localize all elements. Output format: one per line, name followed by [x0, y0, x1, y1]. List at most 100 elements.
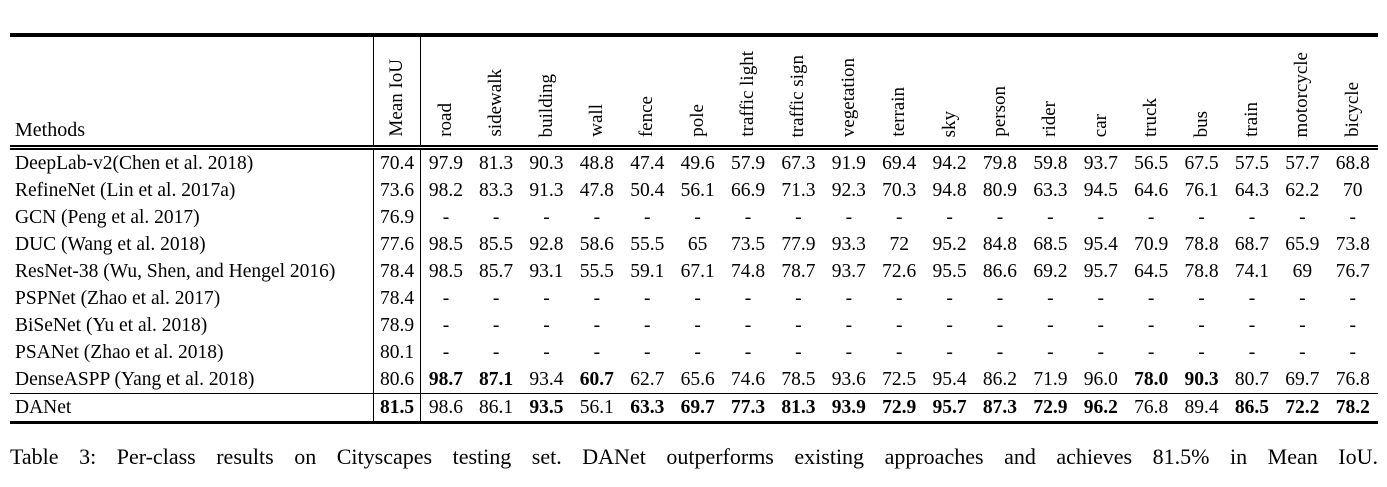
cell-value-wall: - — [593, 207, 601, 228]
cell-value-sky: 95.5 — [932, 261, 967, 282]
column-header-train: train — [1226, 35, 1278, 150]
cell-value-fence: 55.5 — [630, 234, 665, 255]
cell-value-wall: - — [593, 342, 601, 363]
column-header-label: terrain — [888, 87, 910, 137]
cell-value-wall: 56.1 — [571, 393, 623, 423]
method-name: PSANet (Zhao et al. 2018) — [15, 342, 224, 363]
cell-value-vegetation: 92.3 — [831, 180, 866, 201]
cell-value-sidewalk: 83.3 — [479, 180, 514, 201]
column-header-terrain: terrain — [874, 35, 925, 150]
cell-value-bus: 90.3 — [1184, 369, 1219, 390]
cell-value-wall: 48.8 — [579, 153, 614, 174]
cell-value-bicycle: - — [1349, 342, 1357, 363]
cell-value-truck: - — [1147, 288, 1155, 309]
cell-value-motorcycle: 62.2 — [1285, 180, 1320, 201]
cell-value-road: - — [442, 342, 450, 363]
cell-value-bus: - — [1198, 288, 1205, 309]
cell-value-motorcycle: 69.7 — [1285, 369, 1320, 390]
cell-value-vegetation: 93.6 — [831, 369, 866, 390]
cell-value-bicycle: - — [1349, 207, 1357, 228]
cell-value-road: 98.6 — [420, 393, 471, 423]
cell-value-bicycle: - — [1349, 288, 1357, 309]
cell-value-person: 86.2 — [982, 369, 1018, 390]
cell-value-traffic-light: 66.9 — [730, 180, 766, 201]
cell-value-sidewalk: 85.5 — [479, 234, 514, 255]
cell-value-rider: - — [1047, 315, 1054, 336]
cell-value-pole: 69.7 — [672, 393, 723, 423]
cell-value-fence: 62.7 — [630, 369, 665, 390]
cell-value-train: - — [1248, 315, 1256, 336]
cell-value-terrain: - — [895, 315, 903, 336]
cell-value-bus: 67.5 — [1184, 153, 1219, 174]
table-row: BiSeNet (Yu et al. 2018) 78.9- - - - - - - - - - - -… — [10, 312, 1378, 339]
cell-value-traffic-sign: 78.7 — [781, 261, 816, 282]
cell-value-car: 96.0 — [1083, 369, 1118, 390]
cell-value-wall: 58.6 — [579, 234, 614, 255]
column-header-label: sidewalk — [485, 69, 507, 137]
column-header-label: motorcycle — [1291, 51, 1313, 137]
cell-value-train: - — [1248, 288, 1256, 309]
cell-value-truck: 56.5 — [1134, 153, 1169, 174]
column-header-traffic-sign: traffic sign — [773, 35, 824, 150]
cell-value-bus: 89.4 — [1176, 393, 1227, 423]
cell-value-bicycle: 73.8 — [1335, 234, 1370, 255]
cell-value-bus: - — [1198, 207, 1205, 228]
cell-value-bus: 78.8 — [1184, 261, 1219, 282]
cell-value-train: - — [1248, 342, 1256, 363]
cell-value-pole: 67.1 — [680, 261, 715, 282]
cell-value-rider: 59.8 — [1033, 153, 1068, 174]
table-row: ResNet-38 (Wu, Shen, and Hengel 2016) 78.… — [10, 258, 1378, 285]
column-header-label: road — [434, 103, 456, 137]
column-header-label: car — [1089, 113, 1111, 137]
column-header-label: vegetation — [837, 57, 859, 137]
cell-value-sky: 94.2 — [932, 153, 967, 174]
table-row: DUC (Wang et al. 2018) 77.6 98.5 85.5 92.8 58… — [10, 231, 1378, 258]
cell-value-traffic-sign: - — [795, 315, 802, 336]
cell-value-car: - — [1097, 315, 1105, 336]
cell-value-rider: 72.9 — [1025, 393, 1076, 423]
cell-value-train: 86.5 — [1226, 393, 1278, 423]
cell-value-fence: 63.3 — [622, 393, 673, 423]
cell-value-truck: 64.6 — [1134, 180, 1169, 201]
cell-value-fence: 47.4 — [630, 153, 665, 174]
cell-value-sky: - — [946, 342, 953, 363]
cell-value-wall: 55.5 — [579, 261, 614, 282]
cell-value-car: 94.5 — [1083, 180, 1118, 201]
cell-value-sidewalk: - — [492, 288, 500, 309]
cell-value-wall: 60.7 — [579, 369, 614, 390]
column-header-label: train — [1240, 102, 1262, 137]
cell-value-sidewalk: - — [492, 315, 500, 336]
cell-value-rider: 69.2 — [1033, 261, 1068, 282]
mean-iou-value: 81.5 — [373, 393, 421, 423]
cell-value-traffic-sign: - — [795, 342, 802, 363]
methods-column-header: Methods — [10, 35, 374, 150]
method-name: BiSeNet (Yu et al. 2018) — [15, 315, 208, 336]
cell-value-fence: - — [644, 342, 651, 363]
cell-value-pole: 56.1 — [680, 180, 715, 201]
column-header-pole: pole — [672, 35, 723, 150]
cell-value-rider: - — [1047, 342, 1054, 363]
cell-value-rider: 68.5 — [1033, 234, 1068, 255]
cell-value-vegetation: 93.7 — [831, 261, 866, 282]
table-row: RefineNet (Lin et al. 2017a) 73.6 98.2 83.3… — [10, 177, 1378, 204]
cell-value-car: - — [1097, 342, 1105, 363]
cell-value-traffic-sign: 67.3 — [781, 153, 816, 174]
mean-iou-value: 73.6 — [373, 177, 421, 204]
mean-iou-value: 77.6 — [373, 231, 421, 258]
cell-value-terrain: 72.5 — [882, 369, 917, 390]
cell-value-building: - — [543, 342, 550, 363]
results-table: Methods Mean IoU road sidewalk building wall… — [10, 33, 1378, 424]
column-header-vegetation: vegetation — [823, 35, 875, 150]
table-row: PSANet (Zhao et al. 2018) 80.1- - - - - - - - - - -… — [10, 339, 1378, 366]
cell-value-train: - — [1248, 207, 1256, 228]
cell-value-car: 95.4 — [1083, 234, 1118, 255]
column-header-label: sky — [938, 110, 960, 137]
cell-value-traffic-sign: 77.9 — [781, 234, 816, 255]
column-header-label: bus — [1190, 110, 1212, 137]
column-header-wall: wall — [571, 35, 623, 150]
column-header-label: Mean IoU — [386, 59, 408, 137]
cell-value-rider: 63.3 — [1033, 180, 1068, 201]
cell-value-traffic-light: - — [744, 207, 752, 228]
cell-value-building: - — [543, 315, 550, 336]
cell-value-building: 91.3 — [529, 180, 564, 201]
